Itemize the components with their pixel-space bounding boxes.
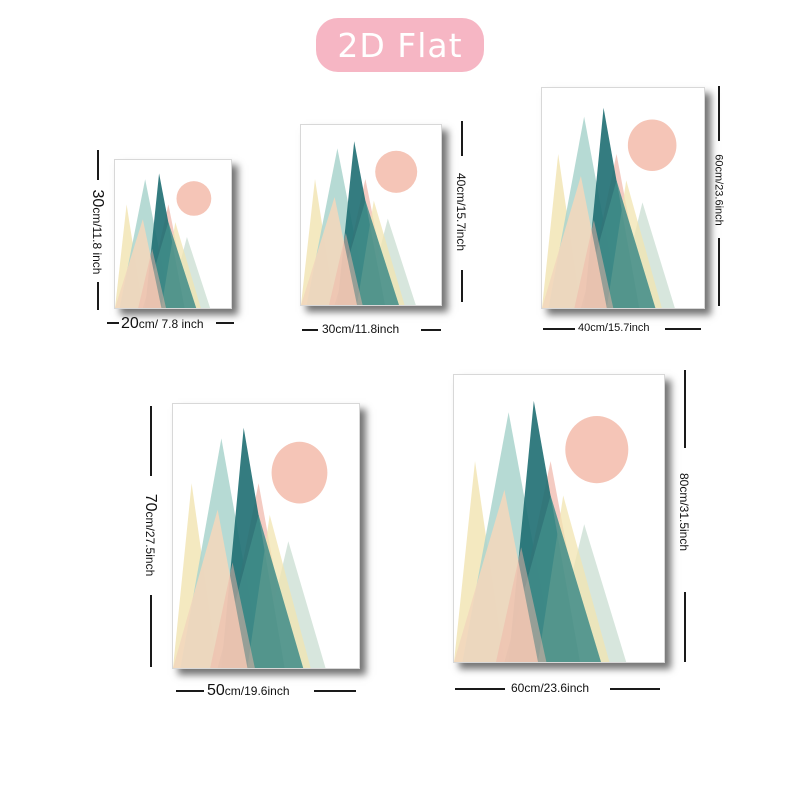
height-line — [461, 270, 463, 302]
poster-60x80 — [453, 374, 665, 663]
width-line — [176, 690, 204, 692]
poster-40x60 — [541, 87, 705, 309]
height-label: 30cm/11.8 inch — [89, 189, 106, 275]
mountain-artwork — [115, 160, 231, 308]
width-label: 20cm/ 7.8 inch — [121, 315, 204, 332]
title-badge: 2D Flat — [316, 18, 484, 72]
height-line — [97, 282, 99, 310]
height-line — [718, 86, 720, 141]
height-line — [684, 370, 686, 448]
sun — [271, 441, 328, 504]
height-line — [718, 238, 720, 306]
title-badge-text: 2D Flat — [337, 25, 463, 65]
width-line — [421, 329, 441, 331]
width-line — [302, 329, 318, 331]
width-line — [610, 688, 660, 690]
poster-30x40 — [300, 124, 442, 306]
mountain-pink-front — [210, 562, 255, 668]
width-label: 40cm/15.7inch — [578, 322, 650, 334]
mountain-pink-front — [138, 248, 167, 308]
width-line — [665, 328, 701, 330]
width-line — [455, 688, 505, 690]
mountain-artwork — [542, 88, 704, 308]
height-line — [461, 121, 463, 156]
width-line — [107, 322, 119, 324]
height-label: 40cm/15.7inch — [454, 172, 468, 252]
width-label: 60cm/23.6inch — [511, 681, 590, 695]
sun — [375, 150, 418, 193]
width-line — [543, 328, 575, 330]
mountain-pink-front — [574, 220, 614, 308]
poster-20x30 — [114, 159, 232, 309]
mountain-artwork — [301, 125, 441, 305]
mountain-artwork — [173, 404, 359, 668]
height-label: 80cm/31.5inch — [677, 472, 691, 552]
height-line — [97, 150, 99, 180]
sun — [565, 416, 629, 484]
mountain-pink-front — [329, 233, 363, 305]
width-line — [216, 322, 234, 324]
sun — [627, 119, 677, 171]
mountain-artwork — [454, 375, 664, 662]
width-label: 50cm/19.6inch — [207, 682, 290, 699]
poster-50x70 — [172, 403, 360, 669]
height-label: 60cm/23.6inch — [712, 154, 725, 226]
sun — [176, 181, 212, 216]
height-line — [150, 406, 152, 476]
width-label: 30cm/11.8inch — [322, 322, 400, 336]
width-line — [314, 690, 356, 692]
height-line — [684, 592, 686, 662]
height-line — [150, 595, 152, 667]
mountain-pink-front — [496, 547, 547, 662]
height-label: 70cm/27.5inch — [142, 493, 159, 577]
